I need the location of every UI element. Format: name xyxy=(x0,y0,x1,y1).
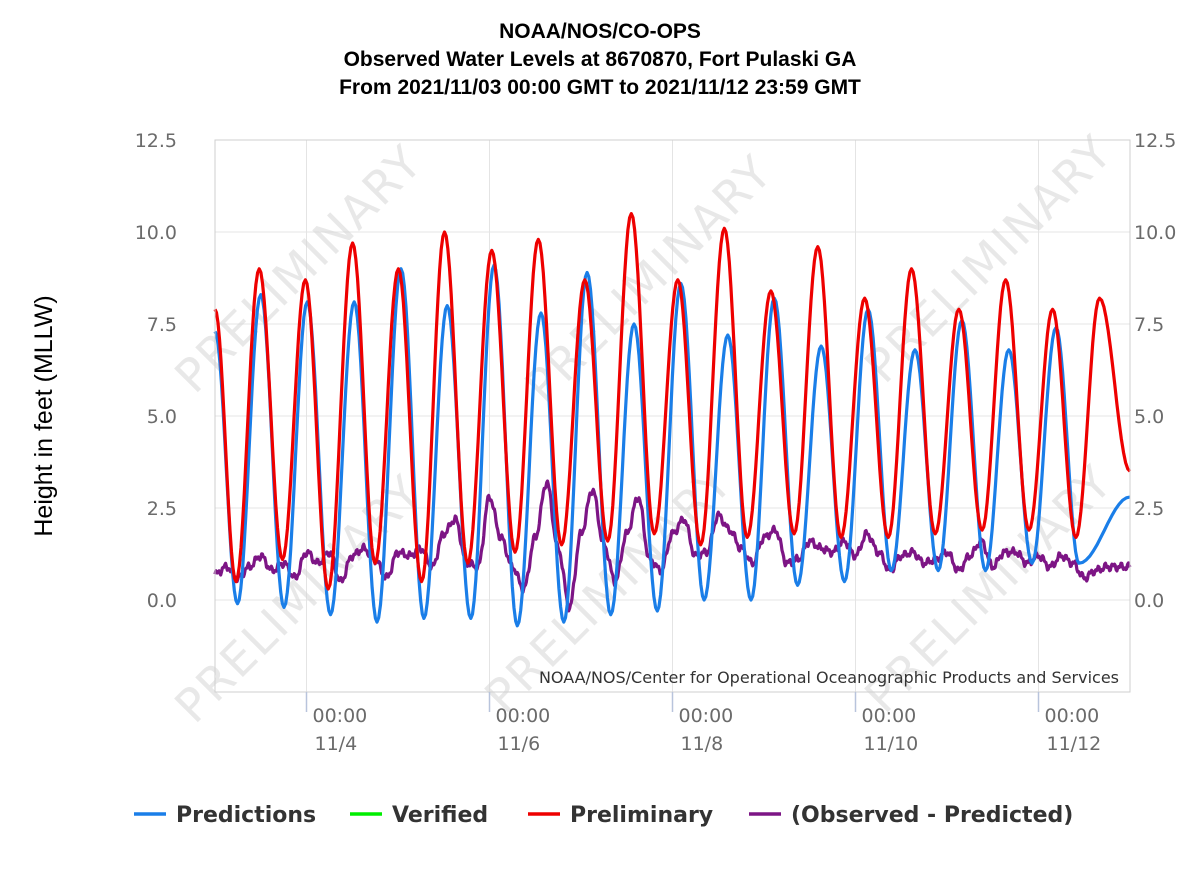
x-tick-time: 00:00 xyxy=(313,705,368,727)
series-line-observed-predicted xyxy=(213,479,1132,613)
legend-item-observed-predicted[interactable]: (Observed - Predicted) xyxy=(791,803,1073,828)
chart-title: NOAA/NOS/CO-OPS Observed Water Levels at … xyxy=(339,20,861,99)
x-tick-date: 11/6 xyxy=(498,733,541,755)
title-line: NOAA/NOS/CO-OPS xyxy=(499,20,701,43)
x-tick-date: 11/10 xyxy=(864,733,919,755)
title-line: From 2021/11/03 00:00 GMT to 2021/11/12 … xyxy=(339,76,861,99)
x-tick-date: 11/8 xyxy=(681,733,724,755)
x-tick-time: 00:00 xyxy=(1045,705,1100,727)
legend-item-preliminary[interactable]: Preliminary xyxy=(570,803,713,828)
y-axis-label: Height in feet (MLLW) xyxy=(30,295,58,536)
x-tick-time: 00:00 xyxy=(679,705,734,727)
title-line: Observed Water Levels at 8670870, Fort P… xyxy=(344,48,857,71)
y-tick-label: 10.0 xyxy=(135,222,177,244)
y-tick-label-right: 12.5 xyxy=(1134,130,1176,152)
y-tick-label: 0.0 xyxy=(147,590,177,612)
series-lines xyxy=(213,212,1132,628)
y-tick-label: 5.0 xyxy=(147,406,177,428)
y-axis-left: 12.5 10.0 7.5 5.0 2.5 0.0 xyxy=(135,130,177,612)
x-tick-time: 00:00 xyxy=(496,705,551,727)
x-axis: 00:00 11/4 00:00 11/6 00:00 11/8 00:00 11/10 00:… xyxy=(305,692,1102,755)
x-tick-date: 11/12 xyxy=(1047,733,1102,755)
legend-item-verified[interactable]: Verified xyxy=(392,803,488,828)
watermark-text: PRELIMINARY xyxy=(514,144,783,413)
y-tick-label-right: 7.5 xyxy=(1134,314,1164,336)
series-line-preliminary xyxy=(213,212,1132,591)
credit-text: NOAA/NOS/Center for Operational Oceanogr… xyxy=(539,668,1119,687)
x-tick-time: 00:00 xyxy=(862,705,917,727)
legend-item-predictions[interactable]: Predictions xyxy=(176,803,316,828)
y-tick-label-right: 5.0 xyxy=(1134,406,1164,428)
y-tick-label-right: 10.0 xyxy=(1134,222,1176,244)
x-tick-date: 11/4 xyxy=(315,733,358,755)
y-tick-label: 12.5 xyxy=(135,130,177,152)
y-axis-right: 12.5 10.0 7.5 5.0 2.5 0.0 xyxy=(1134,130,1176,612)
y-tick-label: 7.5 xyxy=(147,314,177,336)
y-tick-label-right: 0.0 xyxy=(1134,590,1164,612)
y-tick-label-right: 2.5 xyxy=(1134,498,1164,520)
y-tick-label: 2.5 xyxy=(147,498,177,520)
watermark-text: PRELIMINARY xyxy=(164,464,433,733)
watermark-text: PRELIMINARY xyxy=(854,124,1123,393)
legend: Predictions Verified Preliminary (Observed … xyxy=(134,803,1073,828)
